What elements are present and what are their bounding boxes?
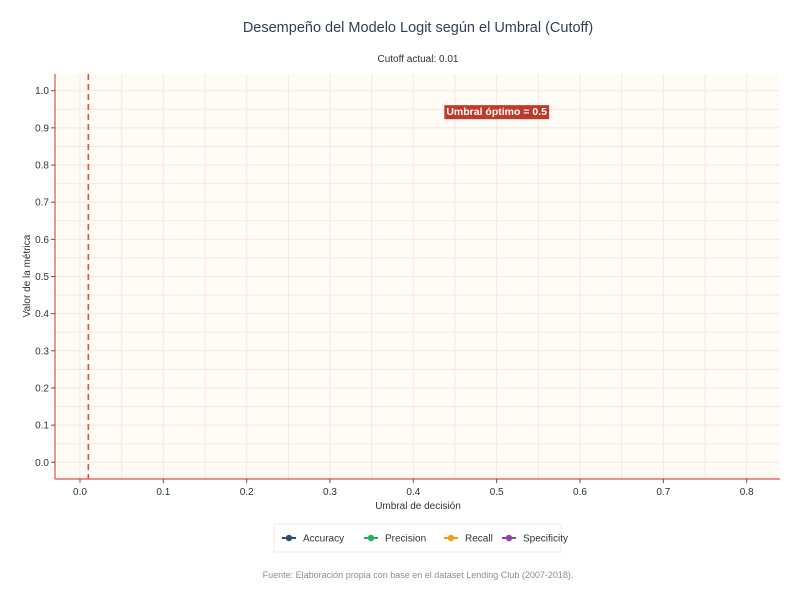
- legend: Accuracy Precision Recall Specificity: [273, 523, 568, 553]
- legend-label-recall: Recall: [465, 534, 493, 545]
- x-tick-label: 0.5: [490, 487, 504, 498]
- y-tick-label: 0.3: [35, 346, 49, 357]
- y-tick-label: 1.0: [35, 86, 49, 97]
- x-tick-label: 0.3: [323, 487, 337, 498]
- y-tick-label: 0.1: [35, 421, 49, 432]
- x-tick-label: 0.0: [73, 487, 87, 498]
- legend-key-dot-specificity: [505, 534, 513, 542]
- y-tick-label: 0.8: [35, 161, 49, 172]
- annotation-layer: Umbral óptimo = 0.5: [444, 105, 550, 120]
- legend-key-dot-precision: [367, 534, 375, 542]
- y-tick-label: 0.4: [35, 309, 49, 320]
- x-tick-label: 0.2: [240, 487, 254, 498]
- y-tick-label: 0.7: [35, 198, 49, 209]
- x-tick-label: 0.7: [656, 487, 670, 498]
- y-tick-label: 0.9: [35, 123, 49, 134]
- legend-key-dot-recall: [447, 534, 455, 542]
- y-axis-label: Valor de la métrica: [22, 234, 33, 317]
- grid-layer: [55, 74, 780, 479]
- x-axis-label: Umbral de decisión: [375, 501, 461, 512]
- y-tick-label: 0.6: [35, 235, 49, 246]
- legend-box: [273, 523, 562, 553]
- x-tick-label: 0.4: [406, 487, 420, 498]
- x-tick-label: 0.6: [573, 487, 587, 498]
- y-tick-label: 0.5: [35, 272, 49, 283]
- chart-caption: Fuente: Elaboración propia con base en e…: [263, 570, 574, 580]
- y-tick-label: 0.0: [35, 458, 49, 469]
- optimal-threshold-label-bg: [444, 105, 550, 120]
- chart-subtitle: Cutoff actual: 0.01: [378, 54, 459, 65]
- legend-label-specificity: Specificity: [523, 534, 568, 545]
- y-tick-label: 0.2: [35, 383, 49, 394]
- y-axis-ticks: 0.0 0.1 0.2 0.3 0.4 0.5 0.6 0.7 0.8 0.9 1.0: [35, 86, 55, 469]
- x-tick-label: 0.1: [156, 487, 170, 498]
- x-axis-ticks: 0.0 0.1 0.2 0.3 0.4 0.5 0.6 0.7 0.8: [73, 479, 754, 498]
- legend-label-accuracy: Accuracy: [303, 534, 344, 545]
- legend-label-precision: Precision: [385, 534, 426, 545]
- optimal-threshold-label: Umbral óptimo = 0.5: [446, 106, 547, 118]
- legend-items: Accuracy Precision Recall Specificity: [282, 534, 568, 545]
- legend-key-dot-accuracy: [285, 534, 293, 542]
- chart-title: Desempeño del Modelo Logit según el Umbr…: [243, 20, 593, 36]
- x-tick-label: 0.8: [740, 487, 754, 498]
